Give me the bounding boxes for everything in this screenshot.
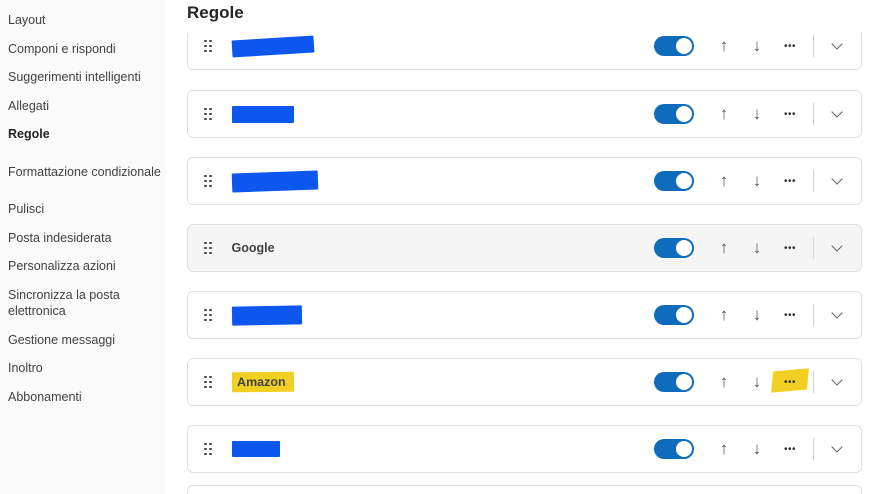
ellipsis-icon: •••	[783, 376, 796, 388]
move-up-button[interactable]: ↑	[714, 101, 734, 127]
expand-rule-button[interactable]	[827, 168, 847, 194]
settings-sidebar: Layout Componi e rispondi Suggerimenti i…	[0, 0, 166, 494]
ellipsis-icon: •••	[783, 443, 796, 455]
expand-rule-button[interactable]	[827, 436, 847, 462]
scroll-clip: ↑ ↓ •••	[187, 33, 876, 70]
move-up-button[interactable]: ↑	[714, 33, 734, 59]
divider	[813, 170, 814, 192]
move-down-button[interactable]: ↓	[747, 436, 767, 462]
sidebar-item-sincronizza-la-posta-elettronica[interactable]: Sincronizza la posta elettronica	[8, 287, 120, 319]
rule-toggle[interactable]	[654, 171, 694, 191]
rule-name: Google	[231, 241, 275, 255]
divider	[813, 304, 814, 326]
drag-handle-icon[interactable]	[204, 39, 212, 53]
redaction-bar	[231, 105, 294, 123]
sidebar-item-allegati[interactable]: Allegati	[8, 98, 49, 113]
sidebar-item-suggerimenti-intelligenti[interactable]: Suggerimenti intelligenti	[8, 70, 141, 84]
rules-panel: Regole ↑ ↓ ••• ↑ ↓ •••	[187, 0, 876, 494]
rule-toggle[interactable]	[654, 104, 694, 124]
page-title: Regole	[187, 3, 244, 22]
move-down-button[interactable]: ↓	[747, 235, 767, 261]
drag-handle-icon[interactable]	[204, 241, 212, 255]
rule-row-amazon: Amazon ↑ ↓ •••	[187, 358, 862, 406]
expand-rule-button[interactable]	[827, 302, 847, 328]
move-down-button[interactable]: ↓	[747, 302, 767, 328]
ellipsis-icon: •••	[783, 40, 796, 52]
chevron-down-icon	[831, 374, 843, 386]
move-up-button[interactable]: ↑	[714, 369, 734, 395]
more-options-button[interactable]: •••	[780, 101, 800, 127]
expand-rule-button[interactable]	[827, 369, 847, 395]
more-options-button[interactable]: •••	[780, 436, 800, 462]
drag-handle-icon[interactable]	[204, 442, 212, 456]
sidebar-item-layout[interactable]: Layout	[8, 13, 46, 27]
chevron-down-icon	[831, 240, 843, 252]
ellipsis-icon: •••	[783, 242, 796, 254]
move-up-button[interactable]: ↑	[714, 235, 734, 261]
move-up-button[interactable]: ↑	[714, 302, 734, 328]
expand-rule-button[interactable]	[827, 101, 847, 127]
move-down-button[interactable]: ↓	[747, 168, 767, 194]
expand-rule-button[interactable]	[827, 33, 847, 59]
divider	[813, 371, 814, 393]
rule-row: ↑ ↓ •••	[187, 33, 862, 70]
drag-handle-icon[interactable]	[204, 174, 212, 188]
rule-row: ↑ ↓ •••	[187, 90, 862, 138]
rule-toggle[interactable]	[654, 439, 694, 459]
more-options-button-highlighted[interactable]: •••	[771, 368, 809, 395]
move-down-button[interactable]: ↓	[747, 101, 767, 127]
drag-handle-icon[interactable]	[204, 107, 212, 121]
drag-handle-icon[interactable]	[204, 308, 212, 322]
sidebar-item-pulisci[interactable]: Pulisci	[8, 202, 45, 216]
divider	[813, 35, 814, 57]
redaction-bar	[231, 441, 280, 457]
sidebar-item-regole[interactable]: Regole	[8, 127, 50, 141]
divider	[813, 237, 814, 259]
rule-toggle[interactable]	[654, 238, 694, 258]
rule-toggle[interactable]	[654, 305, 694, 325]
sidebar-item-formattazione-condizionale[interactable]: Formattazione condizionale	[8, 164, 161, 179]
more-options-button[interactable]: •••	[780, 302, 800, 328]
rule-toggle[interactable]	[654, 36, 694, 56]
rule-name-highlighted: Amazon	[231, 371, 294, 393]
sidebar-item-posta-indesiderata[interactable]: Posta indesiderata	[8, 230, 112, 245]
rule-toggle[interactable]	[654, 372, 694, 392]
divider	[813, 103, 814, 125]
rule-row: ↑ ↓ •••	[187, 291, 862, 339]
rule-row-google: Google ↑ ↓ •••	[187, 224, 862, 272]
drag-handle-icon[interactable]	[204, 375, 212, 389]
expand-rule-button[interactable]	[827, 235, 847, 261]
redaction-bar	[231, 35, 314, 57]
more-options-button[interactable]: •••	[780, 235, 800, 261]
chevron-down-icon	[831, 38, 843, 50]
move-down-button[interactable]: ↓	[747, 33, 767, 59]
more-options-button[interactable]: •••	[780, 33, 800, 59]
rule-row: ↑ ↓ •••	[187, 157, 862, 205]
ellipsis-icon: •••	[783, 108, 796, 120]
sidebar-item-componi-e-rispondi[interactable]: Componi e rispondi	[8, 41, 116, 56]
divider	[813, 438, 814, 460]
more-options-button[interactable]: •••	[780, 168, 800, 194]
sidebar-item-inoltro[interactable]: Inoltro	[8, 361, 43, 375]
move-down-button[interactable]: ↓	[747, 369, 767, 395]
sidebar-item-abbonamenti[interactable]: Abbonamenti	[8, 389, 82, 404]
ellipsis-icon: •••	[783, 175, 796, 187]
rule-row-partial	[187, 485, 862, 494]
move-up-button[interactable]: ↑	[714, 436, 734, 462]
redaction-bar	[231, 170, 318, 192]
move-up-button[interactable]: ↑	[714, 168, 734, 194]
ellipsis-icon: •••	[783, 309, 796, 321]
chevron-down-icon	[831, 173, 843, 185]
chevron-down-icon	[831, 307, 843, 319]
sidebar-item-gestione-messaggi[interactable]: Gestione messaggi	[8, 332, 116, 347]
redaction-bar	[231, 304, 302, 326]
sidebar-item-personalizza-azioni[interactable]: Personalizza azioni	[8, 259, 116, 273]
chevron-down-icon	[831, 106, 843, 118]
rule-row: ↑ ↓ •••	[187, 425, 862, 473]
chevron-down-icon	[831, 441, 843, 453]
